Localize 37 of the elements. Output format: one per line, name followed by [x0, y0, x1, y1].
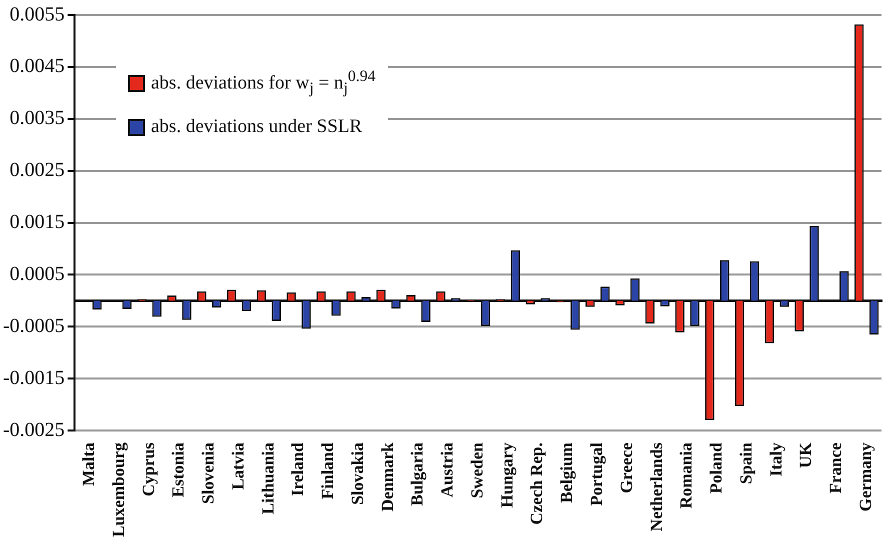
y-tick-label: -0.0005 — [2, 314, 65, 337]
x-tick-label: Latvia — [228, 442, 248, 490]
x-tick-label: Bulgaria — [408, 442, 427, 506]
x-tick-label: France — [826, 442, 846, 494]
x-tick-label: Poland — [706, 442, 726, 494]
x-tick-label: Slovakia — [348, 442, 367, 505]
x-tick-label: Portugal — [587, 442, 606, 506]
y-tick-label: 0.0035 — [10, 107, 65, 130]
y-tick-label: 0.0025 — [10, 159, 65, 182]
x-tick-label: Cyprus — [138, 442, 158, 496]
x-tick-label: Romania — [676, 442, 696, 509]
legend-label: abs. deviations under SSLR — [151, 115, 362, 140]
y-tick-label: -0.0025 — [2, 418, 65, 441]
x-tick-label: Malta — [78, 442, 98, 486]
x-tick-label: Sweden — [467, 442, 486, 498]
x-tick-label: Germany — [856, 442, 875, 512]
y-tick-label: 0.0045 — [10, 55, 65, 78]
x-tick-label: Spain — [736, 442, 756, 484]
x-tick-label: Luxembourg — [108, 442, 128, 538]
x-tick-label: Ireland — [288, 442, 308, 496]
x-tick-label: Lithuania — [258, 442, 278, 514]
x-tick-label: Netherlands — [646, 442, 666, 532]
x-tick-label: Italy — [766, 442, 786, 477]
x-tick-label: Slovenia — [198, 442, 218, 504]
x-tick-label: Denmark — [378, 442, 397, 512]
x-tick-label: Greece — [616, 442, 636, 494]
x-tick-label: Hungary — [497, 442, 516, 508]
y-tick-label: 0.0055 — [10, 3, 65, 26]
x-tick-label: Belgium — [557, 442, 576, 503]
y-tick-label: -0.0015 — [2, 366, 65, 389]
y-tick-label: 0.0005 — [10, 262, 65, 285]
y-tick-label: 0.0015 — [10, 211, 65, 234]
x-tick-label: UK — [796, 442, 816, 468]
x-tick-label: Estonia — [168, 442, 188, 498]
x-tick-label: Austria — [438, 442, 457, 498]
x-tick-label: Czech Rep. — [527, 442, 546, 525]
x-tick-label: Finland — [318, 442, 338, 500]
